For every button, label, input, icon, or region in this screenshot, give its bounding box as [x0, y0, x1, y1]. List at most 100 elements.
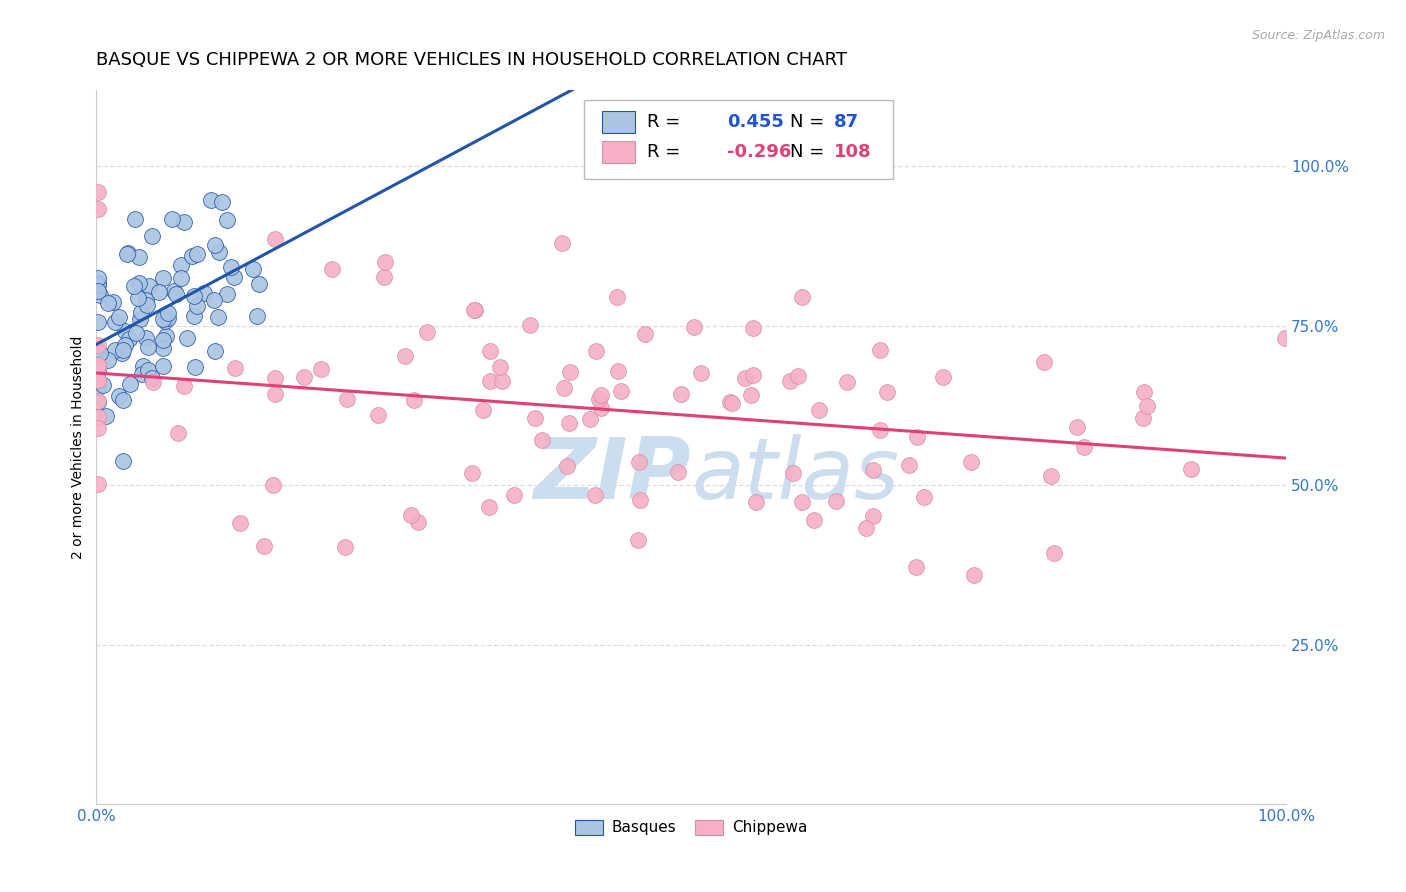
- Point: [111, 343, 134, 357]
- Point: [1180, 461, 1202, 475]
- Point: [404, 393, 426, 408]
- Point: [117, 246, 139, 260]
- Point: [132, 359, 155, 374]
- Point: [406, 515, 429, 529]
- Point: [862, 508, 884, 523]
- Point: [207, 310, 229, 324]
- Point: [742, 368, 765, 383]
- Point: [228, 516, 250, 530]
- Point: [607, 364, 630, 378]
- FancyBboxPatch shape: [583, 101, 893, 179]
- Point: [152, 270, 174, 285]
- Point: [579, 412, 602, 426]
- Point: [155, 329, 177, 343]
- Point: [193, 285, 215, 300]
- Point: [86, 314, 108, 328]
- Point: [531, 434, 554, 448]
- Point: [869, 424, 891, 438]
- Point: [606, 290, 628, 304]
- Point: [211, 195, 233, 210]
- Point: [222, 270, 245, 285]
- Point: [124, 212, 146, 227]
- Point: [633, 326, 655, 341]
- Point: [152, 312, 174, 326]
- Point: [153, 314, 176, 328]
- Point: [166, 426, 188, 441]
- Point: [558, 417, 581, 431]
- Legend: Basques, Chippewa: Basques, Chippewa: [568, 812, 814, 843]
- Point: [202, 293, 225, 308]
- Point: [931, 370, 953, 384]
- Point: [162, 212, 184, 227]
- Point: [960, 455, 983, 469]
- Point: [135, 298, 157, 312]
- Point: [1033, 355, 1056, 369]
- Point: [204, 343, 226, 358]
- Text: atlas: atlas: [692, 434, 900, 517]
- Point: [141, 371, 163, 385]
- Point: [912, 491, 935, 505]
- Point: [156, 306, 179, 320]
- Point: [186, 299, 208, 313]
- Point: [905, 430, 928, 444]
- Point: [129, 311, 152, 326]
- Point: [127, 291, 149, 305]
- Point: [86, 361, 108, 376]
- Point: [583, 488, 606, 502]
- Point: [114, 338, 136, 352]
- Point: [131, 368, 153, 382]
- Point: [94, 409, 117, 424]
- Point: [855, 521, 877, 535]
- Point: [588, 392, 610, 406]
- Point: [86, 202, 108, 216]
- Text: N =: N =: [790, 113, 824, 131]
- Point: [141, 229, 163, 244]
- Point: [91, 378, 114, 392]
- Point: [86, 271, 108, 285]
- Point: [215, 213, 238, 227]
- Point: [610, 384, 633, 398]
- Point: [862, 462, 884, 476]
- Point: [292, 370, 315, 384]
- Point: [86, 373, 108, 387]
- Point: [183, 289, 205, 303]
- Point: [115, 246, 138, 260]
- Point: [247, 277, 270, 292]
- Point: [120, 376, 142, 391]
- Point: [176, 331, 198, 345]
- Point: [86, 410, 108, 425]
- Point: [666, 465, 689, 479]
- Point: [224, 361, 246, 376]
- Text: R =: R =: [647, 143, 681, 161]
- Point: [589, 388, 612, 402]
- Point: [89, 288, 111, 302]
- Point: [170, 271, 193, 285]
- Point: [869, 343, 891, 357]
- Text: 87: 87: [834, 113, 859, 131]
- Point: [787, 368, 810, 383]
- Text: 0.455: 0.455: [727, 113, 783, 131]
- Point: [825, 494, 848, 508]
- Point: [744, 495, 766, 509]
- Point: [464, 302, 486, 317]
- Point: [803, 513, 825, 527]
- Point: [262, 478, 284, 492]
- Point: [136, 363, 159, 377]
- Point: [808, 403, 831, 417]
- Point: [183, 309, 205, 323]
- Point: [208, 245, 231, 260]
- Point: [173, 379, 195, 393]
- Point: [118, 333, 141, 347]
- Point: [253, 539, 276, 553]
- Point: [242, 262, 264, 277]
- Point: [782, 466, 804, 480]
- Point: [86, 276, 108, 290]
- Point: [897, 458, 920, 472]
- Point: [367, 408, 389, 422]
- Point: [718, 395, 741, 409]
- Point: [491, 374, 513, 388]
- Text: ZIP: ZIP: [533, 434, 692, 517]
- Point: [245, 309, 267, 323]
- Text: BASQUE VS CHIPPEWA 2 OR MORE VEHICLES IN HOUSEHOLD CORRELATION CHART: BASQUE VS CHIPPEWA 2 OR MORE VEHICLES IN…: [97, 51, 848, 69]
- Point: [585, 344, 607, 359]
